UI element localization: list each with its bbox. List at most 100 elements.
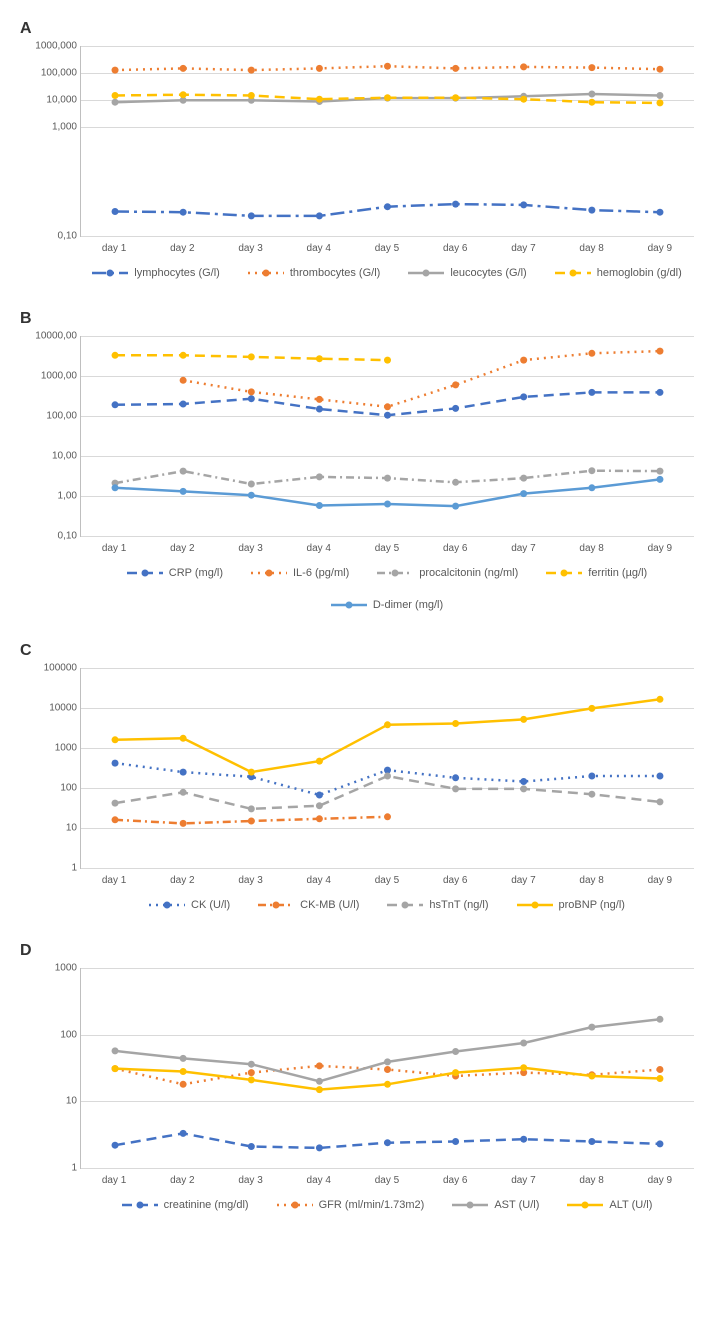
series-marker xyxy=(452,405,459,412)
legend-item: AST (U/l) xyxy=(452,1198,539,1212)
series-marker xyxy=(248,769,255,776)
x-tick-label: day 2 xyxy=(148,543,216,554)
series-marker xyxy=(112,1142,119,1149)
series-marker xyxy=(112,92,119,99)
series-marker xyxy=(248,67,255,74)
series-marker xyxy=(180,1081,187,1088)
series-marker xyxy=(520,1064,527,1071)
series-marker xyxy=(180,209,187,216)
legend-label: CRP (mg/l) xyxy=(169,567,223,579)
series-marker xyxy=(248,481,255,488)
x-tick-label: day 3 xyxy=(216,875,284,886)
series-marker xyxy=(384,773,391,780)
x-tick-label: day 1 xyxy=(80,543,148,554)
x-tick-label: day 8 xyxy=(558,1175,626,1186)
series-marker xyxy=(248,388,255,395)
series-marker xyxy=(588,389,595,396)
y-tick-label: 1000 xyxy=(23,963,77,974)
series-marker xyxy=(520,1040,527,1047)
series-marker xyxy=(452,774,459,781)
x-tick-label: day 2 xyxy=(148,875,216,886)
series-marker xyxy=(452,201,459,208)
series-marker xyxy=(112,1065,119,1072)
series-marker xyxy=(112,760,119,767)
series-marker xyxy=(180,488,187,495)
series-marker xyxy=(656,696,663,703)
series-marker xyxy=(452,94,459,101)
y-tick-label: 10,00 xyxy=(23,451,77,462)
series-marker xyxy=(588,91,595,98)
series-marker xyxy=(112,484,119,491)
x-tick-label: day 9 xyxy=(626,243,694,254)
series-marker xyxy=(384,63,391,70)
series-marker xyxy=(180,352,187,359)
panel-label: C xyxy=(20,642,704,660)
series-marker xyxy=(248,1143,255,1150)
series-marker xyxy=(248,805,255,812)
legend-item: GFR (ml/min/1.73m2) xyxy=(277,1198,425,1212)
series-marker xyxy=(112,736,119,743)
x-axis: day 1day 2day 3day 4day 5day 6day 7day 8… xyxy=(80,543,694,554)
series-marker xyxy=(520,357,527,364)
x-tick-label: day 9 xyxy=(626,1175,694,1186)
series-marker xyxy=(316,1086,323,1093)
series-marker xyxy=(588,350,595,357)
x-tick-label: day 4 xyxy=(285,1175,353,1186)
series-marker xyxy=(452,381,459,388)
y-tick-label: 100,00 xyxy=(23,411,77,422)
y-tick-label: 1 xyxy=(23,1163,77,1174)
x-tick-label: day 3 xyxy=(216,543,284,554)
legend-item: D-dimer (mg/l) xyxy=(331,598,443,612)
series-marker xyxy=(656,209,663,216)
panel-A: A0,101,00010,000100,0001000,000day 1day … xyxy=(20,20,704,280)
series-marker xyxy=(656,1140,663,1147)
series-marker xyxy=(384,403,391,410)
y-tick-label: 10 xyxy=(23,823,77,834)
series-marker xyxy=(316,1078,323,1085)
series-line xyxy=(115,776,660,809)
series-marker xyxy=(452,1138,459,1145)
y-tick-label: 10000,00 xyxy=(23,331,77,342)
series-line xyxy=(115,699,660,772)
series-marker xyxy=(588,207,595,214)
legend-label: procalcitonin (ng/ml) xyxy=(419,567,518,579)
legend-item: proBNP (ng/l) xyxy=(517,898,625,912)
x-tick-label: day 1 xyxy=(80,243,148,254)
legend-label: proBNP (ng/l) xyxy=(559,899,625,911)
series-marker xyxy=(588,1024,595,1031)
legend: CRP (mg/l)IL-6 (pg/ml)procalcitonin (ng/… xyxy=(80,566,694,612)
y-tick-label: 10,000 xyxy=(23,95,77,106)
y-tick-label: 1000 xyxy=(23,743,77,754)
y-tick-label: 0,10 xyxy=(23,231,77,242)
x-tick-label: day 6 xyxy=(421,543,489,554)
legend-label: ferritin (µg/l) xyxy=(588,567,647,579)
legend-item: ALT (U/l) xyxy=(567,1198,652,1212)
series-marker xyxy=(656,468,663,475)
series-marker xyxy=(384,501,391,508)
series-marker xyxy=(248,353,255,360)
series-marker xyxy=(112,99,119,106)
x-tick-label: day 8 xyxy=(558,875,626,886)
x-tick-label: day 5 xyxy=(353,543,421,554)
series-marker xyxy=(316,815,323,822)
y-tick-label: 1000,000 xyxy=(23,41,77,52)
series-marker xyxy=(384,1066,391,1073)
x-tick-label: day 4 xyxy=(285,243,353,254)
series-marker xyxy=(452,503,459,510)
series-marker xyxy=(656,1066,663,1073)
x-tick-label: day 9 xyxy=(626,543,694,554)
series-marker xyxy=(248,92,255,99)
x-axis: day 1day 2day 3day 4day 5day 6day 7day 8… xyxy=(80,243,694,254)
y-tick-label: 10 xyxy=(23,1096,77,1107)
series-marker xyxy=(520,96,527,103)
chart-area: 0,101,0010,00100,001000,0010000,00 xyxy=(80,336,694,537)
legend: creatinine (mg/dl)GFR (ml/min/1.73m2)AST… xyxy=(80,1198,694,1212)
series-marker xyxy=(316,502,323,509)
series-marker xyxy=(316,758,323,765)
chart-area: 0,101,00010,000100,0001000,000 xyxy=(80,46,694,237)
panel-C: C110100100010000100000day 1day 2day 3day… xyxy=(20,642,704,912)
series-marker xyxy=(520,393,527,400)
series-marker xyxy=(384,1139,391,1146)
x-axis: day 1day 2day 3day 4day 5day 6day 7day 8… xyxy=(80,1175,694,1186)
series-marker xyxy=(520,490,527,497)
